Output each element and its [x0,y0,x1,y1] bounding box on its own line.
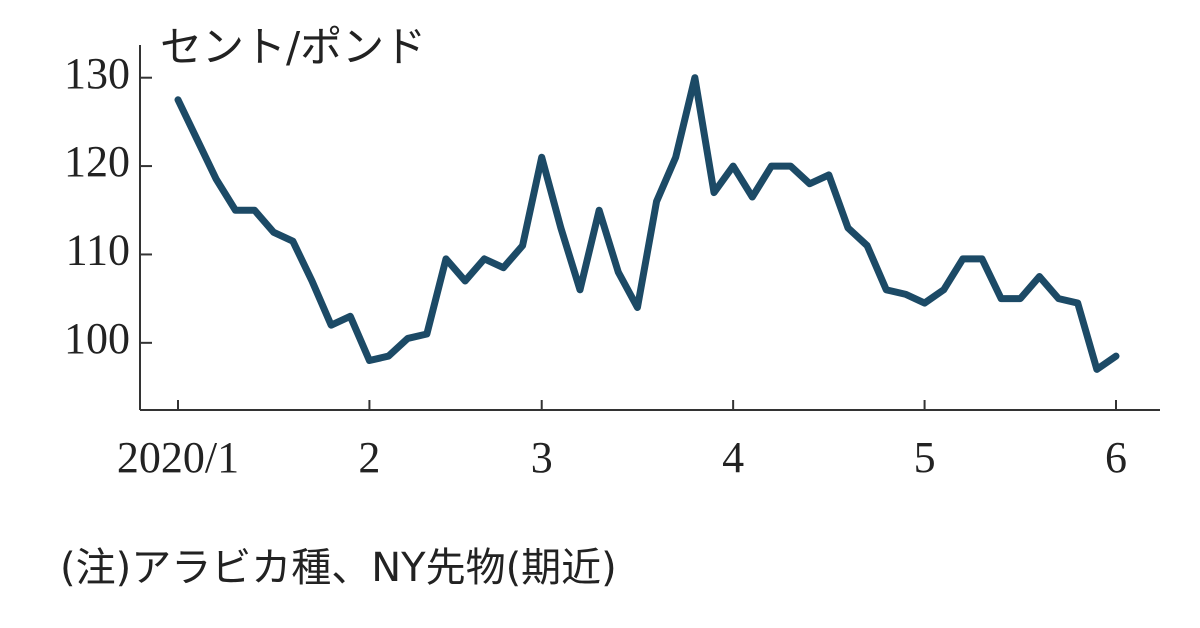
y-axis-label: セント/ポンド [160,23,426,72]
x-tick-label: 2 [358,433,380,482]
x-tick-label: 4 [722,433,744,482]
x-tick-label: 3 [531,433,553,482]
x-tick-label: 2020/1 [117,433,239,482]
line [174,74,1120,373]
x-tick-label: 5 [914,433,936,482]
y-tick-label: 130 [64,49,130,98]
y-tick-label: 120 [64,137,130,186]
note: (注)アラビカ種、NY先物(期近) [60,545,617,591]
x-tick-label: 6 [1105,433,1127,482]
y-tick-label: 110 [66,226,130,275]
y-tick-label: 100 [64,314,130,363]
